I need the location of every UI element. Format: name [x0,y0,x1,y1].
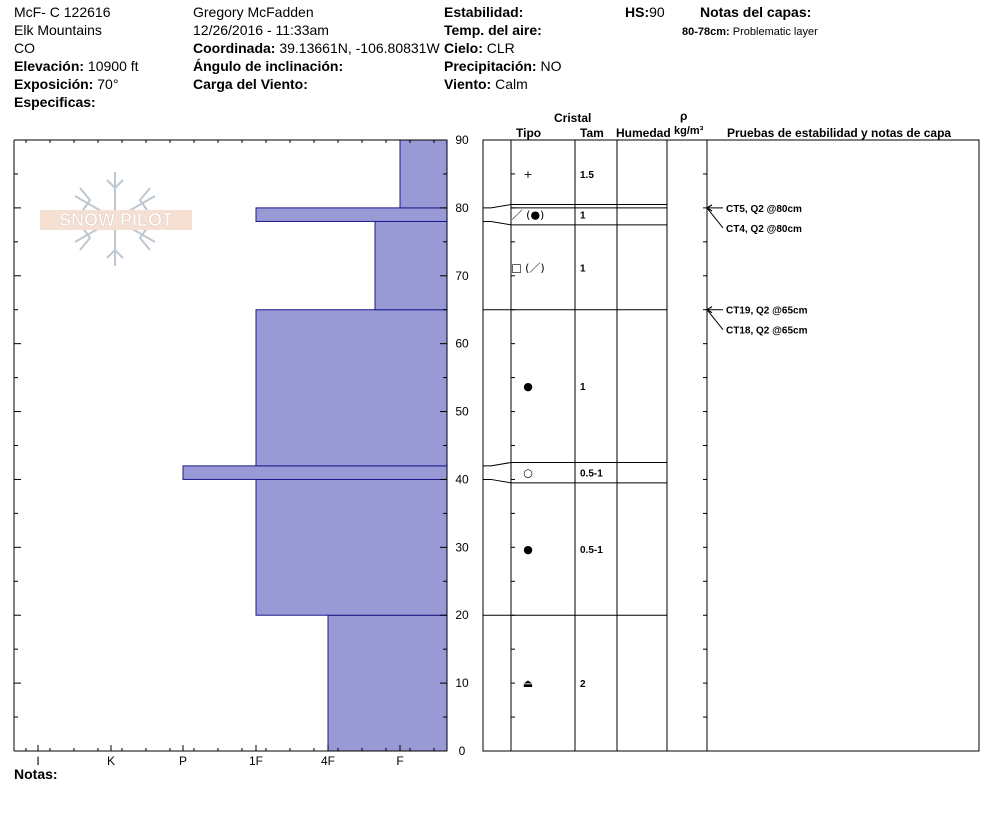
coord-value: 39.13661N, -106.80831W [279,40,440,56]
crystal-type: ● [523,543,533,556]
hs: HS:90 [625,4,665,20]
x-tick-label: I [36,754,39,768]
crystal-size: 0.5-1 [580,469,603,480]
stability-test-label: CT18, Q2 @65cm [726,326,808,337]
layer-notes-title: Notas del capas: [700,4,812,20]
hardness-bar [255,478,448,616]
hardness-bar [374,220,448,311]
crystal-size: 0.5-1 [580,545,603,556]
depth-connector [483,204,512,209]
y-tick-label: 40 [455,472,469,486]
precipitation: Precipitación: NO [444,58,561,74]
range-name: Elk Mountains [14,22,102,38]
layer-note: 80-78cm: Problematic layer [682,24,818,40]
test-arrow-line [706,309,724,331]
stability-test-label: CT19, Q2 @65cm [726,306,808,317]
y-tick-label: 0 [459,744,466,758]
hs-value: 90 [649,4,665,20]
sky: Cielo: CLR [444,40,515,56]
observation-datetime: 12/26/2016 - 11:33am [193,22,329,38]
crystal-size: 2 [580,679,586,690]
crystal-type: ● [523,380,533,393]
wind-load-label: Carga del Viento: [193,76,308,92]
state-name: CO [14,40,35,56]
stability-test-label: CT5, Q2 @80cm [726,204,802,215]
y-tick-label: 20 [455,608,469,622]
exposure-value: 70° [97,76,119,92]
crystal-type: ⏏ [523,677,533,690]
hardness-bar [255,207,448,222]
hs-label: HS: [625,4,650,20]
test-arrow-head [706,204,713,212]
crystal-size: 1.5 [580,170,594,181]
size-header: Tam [580,126,604,140]
depth-connector [483,478,512,484]
elevation-label: Elevación: [14,58,85,74]
slope-angle-label: Ángulo de inclinación: [193,58,344,74]
hardness-bar [399,139,448,209]
y-tick-label: 10 [455,676,469,690]
notes-label: Notas: [14,766,58,782]
pit-id: McF- C 122616 [14,4,111,20]
elevation-value: 10900 ft [87,58,139,74]
snowpilot-logo: SNOW PILOT [40,172,192,266]
rho-header: ρ [680,109,688,123]
y-tick-label: 80 [455,201,469,215]
sky-value: CLR [486,40,515,56]
depth-connector [483,220,512,226]
crystal-size: 1 [580,211,586,222]
x-tick-label: 4F [321,754,335,768]
moisture-header: Humedad [616,126,671,140]
wind-label: Viento: [444,76,492,92]
stability-label: Estabilidad: [444,4,524,20]
elevation: Elevación: 10900 ft [14,58,139,74]
sky-label: Cielo: [444,40,483,56]
specifics-label: Especificas: [14,94,96,110]
air-temp-label: Temp. del aire: [444,22,542,38]
coord-label: Coordinada: [193,40,276,56]
wind-value: Calm [495,76,528,92]
layer-note-depth: 80-78cm: [682,26,730,38]
precip-value: NO [540,58,562,74]
x-tick-label: 1F [249,754,263,768]
x-tick-label: F [396,754,403,768]
crystal-type: ○ [523,467,533,480]
crystal-size: 1 [580,263,586,274]
exposure-label: Exposición: [14,76,94,92]
y-tick-label: 90 [455,133,469,147]
observer-name: Gregory McFadden [193,4,314,20]
test-arrow-head [706,306,713,314]
layer-table: +1.5 ／ (●) 1 □ (／) 1 ● 1 ○ 0.5-1 ● 0.5-1 ⏏ 2 CT5, Q2 … [482,139,980,752]
y-tick-label: 50 [455,405,469,419]
test-arrow-line [706,207,724,229]
logo-band [40,210,192,230]
precip-label: Precipitación: [444,58,537,74]
table-frame [482,139,980,752]
hardness-bar [327,614,448,752]
hardness-bar [255,309,448,467]
crystal-type: □ (／) [511,261,544,274]
crystal-type: ／ (●) [512,209,545,222]
x-tick-label: K [107,754,115,768]
crystal-header: Cristal [554,111,592,125]
type-header: Tipo [516,126,542,140]
density-unit-header: kg/m³ [674,125,704,137]
layer-note-text: Problematic layer [732,26,818,38]
coordinates: Coordinada: 39.13661N, -106.80831W [193,40,440,56]
crystal-type: + [523,168,532,181]
y-tick-label: 30 [455,540,469,554]
y-tick-label: 70 [455,269,469,283]
exposure: Exposición: 70° [14,76,118,92]
crystal-size: 1 [580,382,586,393]
logo-text: SNOW PILOT [59,210,173,230]
stability-test-label: CT4, Q2 @80cm [726,224,802,235]
depth-connector [483,461,512,467]
y-tick-label: 60 [455,337,469,351]
wind: Viento: Calm [444,76,528,92]
hardness-bar [182,465,448,480]
x-tick-label: P [179,754,187,768]
hardness-plot: 0 10 20 30 40 50 60 70 80 90 I K P 1F 4F F [13,133,469,768]
tests-header: Pruebas de estabilidad y notas de capa [727,126,952,140]
